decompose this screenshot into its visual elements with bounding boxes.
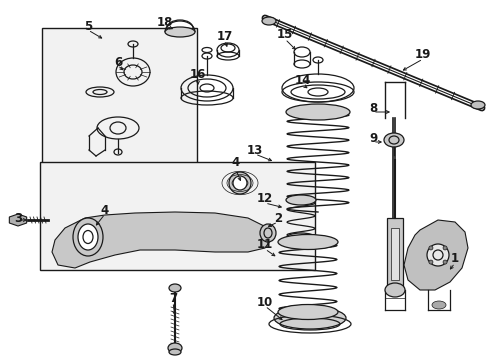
Ellipse shape [285,233,315,243]
Text: 4: 4 [231,157,240,170]
Text: 3: 3 [14,211,22,225]
Text: 2: 2 [273,211,282,225]
Ellipse shape [260,224,275,242]
Ellipse shape [273,307,346,329]
Ellipse shape [285,104,349,120]
Text: 5: 5 [84,19,92,32]
Text: 13: 13 [246,144,263,157]
Bar [386,218,402,290]
Ellipse shape [262,17,275,25]
Ellipse shape [169,349,181,355]
Text: 10: 10 [256,296,273,309]
Bar [40,162,314,270]
Text: 6: 6 [114,55,122,68]
Bar [42,28,197,176]
Ellipse shape [428,260,432,264]
Ellipse shape [442,246,446,250]
Ellipse shape [426,244,448,266]
Ellipse shape [470,101,484,109]
Ellipse shape [383,133,403,147]
Ellipse shape [168,343,182,353]
Ellipse shape [73,218,103,256]
Ellipse shape [164,27,195,37]
Text: 8: 8 [368,102,376,114]
Ellipse shape [278,234,337,249]
Text: 17: 17 [217,30,233,42]
Text: 11: 11 [256,238,273,252]
Ellipse shape [442,260,446,264]
Text: 7: 7 [168,292,177,305]
Text: 19: 19 [414,49,430,62]
Ellipse shape [169,284,181,292]
Text: 4: 4 [101,203,109,216]
Text: 15: 15 [276,28,293,41]
Ellipse shape [78,224,98,250]
Polygon shape [403,220,467,290]
Ellipse shape [228,172,250,194]
Text: 18: 18 [157,15,173,28]
Text: 1: 1 [450,252,458,265]
Ellipse shape [232,176,246,190]
Ellipse shape [428,246,432,250]
Ellipse shape [384,283,404,297]
Text: 14: 14 [294,75,310,87]
Ellipse shape [278,305,337,320]
Text: 16: 16 [189,68,206,81]
Text: 9: 9 [368,131,376,144]
Bar [390,228,398,280]
Polygon shape [9,214,27,226]
Polygon shape [52,212,271,268]
Ellipse shape [285,195,315,205]
Text: 12: 12 [256,193,273,206]
Ellipse shape [431,301,445,309]
